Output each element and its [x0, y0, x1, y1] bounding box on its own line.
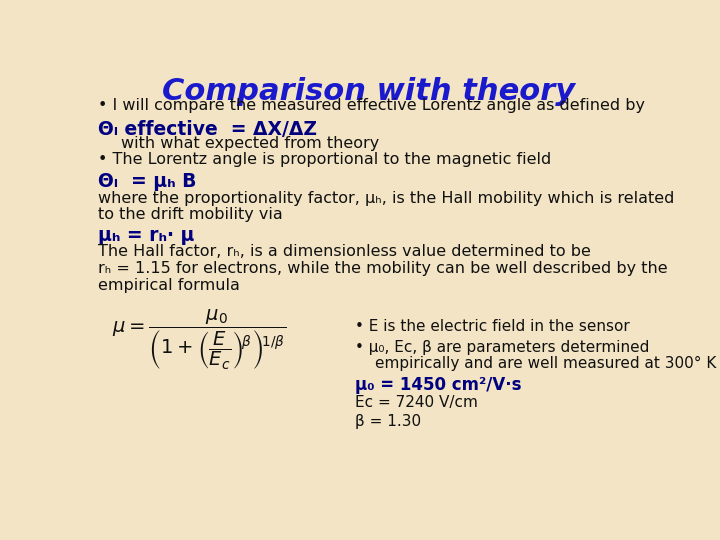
Text: empirical formula: empirical formula: [99, 278, 240, 293]
Text: • E is the electric field in the sensor: • E is the electric field in the sensor: [355, 319, 630, 334]
Text: • The Lorentz angle is proportional to the magnetic field: • The Lorentz angle is proportional to t…: [99, 152, 552, 167]
Text: • I will compare the measured effective Lorentz angle as defined by: • I will compare the measured effective …: [99, 98, 645, 113]
Text: μₕ = rₕ· μ: μₕ = rₕ· μ: [99, 226, 194, 245]
Text: to the drift mobility via: to the drift mobility via: [99, 207, 283, 222]
Text: Comparison with theory: Comparison with theory: [163, 77, 575, 106]
Text: with what expected from theory: with what expected from theory: [121, 136, 379, 151]
Text: Θₗ effective  = ΔX/ΔZ: Θₗ effective = ΔX/ΔZ: [99, 120, 318, 139]
Text: The Hall factor, rₕ, is a dimensionless value determined to be: The Hall factor, rₕ, is a dimensionless …: [99, 245, 591, 259]
Text: Eᴄ = 7240 V/cm: Eᴄ = 7240 V/cm: [355, 395, 478, 410]
Text: rₕ = 1.15 for electrons, while the mobility can be well described by the: rₕ = 1.15 for electrons, while the mobil…: [99, 261, 668, 276]
Text: $\mu = \dfrac{\mu_0}{\left(1 + \left(\dfrac{E}{E_c}\right)^{\!\beta}\right)^{\!1: $\mu = \dfrac{\mu_0}{\left(1 + \left(\df…: [112, 308, 287, 372]
Text: Θₗ  = μₕ B: Θₗ = μₕ B: [99, 172, 197, 191]
Text: β = 1.30: β = 1.30: [355, 414, 421, 429]
Text: • μ₀, Eᴄ, β are parameters determined: • μ₀, Eᴄ, β are parameters determined: [355, 340, 649, 355]
Text: μ₀ = 1450 cm²/V·s: μ₀ = 1450 cm²/V·s: [355, 376, 521, 394]
Text: empirically and are well measured at 300° K: empirically and are well measured at 300…: [374, 356, 716, 371]
Text: where the proportionality factor, μₕ, is the Hall mobility which is related: where the proportionality factor, μₕ, is…: [99, 191, 675, 206]
